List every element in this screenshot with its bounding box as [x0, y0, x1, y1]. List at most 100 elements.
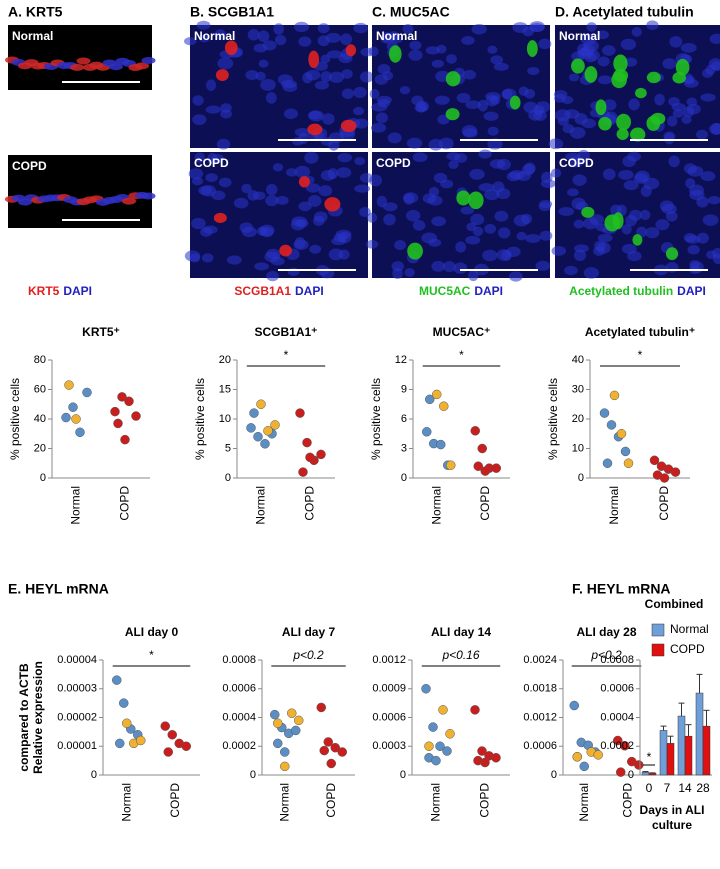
nucleus	[425, 46, 440, 55]
x-axis-label: Days in ALI	[640, 803, 705, 817]
nucleus	[331, 237, 347, 246]
y-tick-label: 0.00004	[57, 654, 97, 666]
x-tick-label: COPD	[478, 486, 492, 521]
stained-cell	[635, 87, 647, 99]
x-tick-label: 7	[664, 781, 671, 795]
nucleus	[353, 106, 365, 116]
nucleus	[623, 180, 639, 191]
nucleus	[483, 111, 499, 122]
data-point	[623, 458, 634, 468]
y-tick-label: 0	[551, 769, 557, 781]
data-point	[270, 709, 280, 720]
nucleus	[421, 232, 438, 244]
nucleus	[328, 71, 345, 83]
nucleus	[621, 224, 632, 235]
error-bar	[703, 709, 710, 727]
y-tick-label: 20	[34, 442, 46, 454]
data-point	[470, 705, 480, 715]
data-point	[112, 675, 122, 685]
nucleus	[548, 138, 564, 150]
cell	[76, 57, 91, 65]
nucleus	[527, 66, 540, 76]
bar	[648, 773, 657, 776]
nucleus	[631, 27, 642, 37]
nucleus	[469, 168, 485, 180]
nucleus	[272, 163, 284, 172]
stain-name: DAPI	[474, 284, 503, 298]
data-point	[477, 746, 487, 756]
stained-cell	[445, 71, 461, 87]
nucleus	[206, 79, 217, 92]
x-tick-label: COPD	[168, 783, 182, 818]
y-tick-label: 0	[401, 472, 407, 484]
chart-title: MUC5AC⁺	[433, 325, 491, 339]
nucleus	[304, 151, 319, 164]
data-point	[305, 452, 315, 463]
nucleus	[583, 267, 600, 279]
nucleus	[487, 45, 498, 54]
data-point	[68, 402, 78, 412]
y-tick-label: 60	[34, 383, 46, 395]
nucleus	[696, 196, 709, 208]
nucleus	[602, 168, 616, 181]
data-point	[124, 396, 134, 407]
micrograph: Normal	[5, 25, 156, 90]
y-axis-label: Relative expression	[31, 661, 45, 774]
data-point	[491, 753, 501, 763]
nucleus	[374, 74, 389, 85]
bar	[684, 735, 693, 776]
y-axis-label: % positive cells	[369, 378, 383, 460]
stained-cell	[340, 119, 357, 132]
data-point	[160, 721, 170, 731]
nucleus	[680, 42, 697, 53]
nucleus	[706, 250, 717, 259]
data-point	[119, 698, 129, 708]
panel-title: A. KRT5	[8, 4, 63, 20]
data-point	[602, 458, 613, 468]
y-tick-label: 20	[219, 354, 231, 366]
nucleus	[245, 70, 259, 81]
x-tick-label: COPD	[324, 783, 338, 818]
nucleus	[353, 22, 368, 34]
y-tick-label: 0.00002	[57, 711, 97, 723]
nucleus	[305, 183, 321, 193]
nucleus	[468, 269, 479, 282]
data-point	[569, 700, 579, 711]
y-tick-label: 0.0024	[523, 654, 557, 666]
data-point	[302, 437, 312, 448]
image-label: COPD	[12, 159, 47, 173]
cell	[70, 63, 84, 71]
stained-cell	[616, 113, 632, 131]
data-point	[131, 411, 141, 421]
nucleus	[194, 152, 206, 163]
stained-cell	[224, 40, 238, 56]
nucleus	[539, 230, 553, 241]
nucleus	[274, 34, 287, 46]
data-point	[263, 426, 273, 436]
nucleus	[535, 101, 551, 113]
stained-cell	[389, 45, 402, 63]
data-point	[323, 737, 333, 747]
y-tick-label: 0.0008	[600, 654, 634, 666]
nucleus	[320, 170, 336, 181]
nucleus	[287, 267, 300, 276]
nucleus	[266, 271, 279, 282]
cell	[122, 197, 136, 205]
nucleus	[522, 26, 534, 37]
data-point	[75, 427, 85, 438]
nucleus	[241, 183, 252, 194]
stain-name: DAPI	[295, 284, 324, 298]
nucleus	[340, 33, 353, 46]
nucleus	[597, 30, 609, 40]
error-bar	[649, 772, 656, 774]
y-tick-label: 15	[219, 383, 231, 395]
nucleus	[465, 100, 481, 110]
nucleus	[574, 113, 588, 125]
data-point	[477, 443, 487, 454]
nucleus	[687, 244, 700, 255]
nucleus	[492, 181, 505, 193]
data-point	[425, 394, 435, 405]
nucleus	[597, 233, 613, 243]
nucleus	[482, 249, 498, 262]
image-label: Normal	[376, 29, 417, 43]
